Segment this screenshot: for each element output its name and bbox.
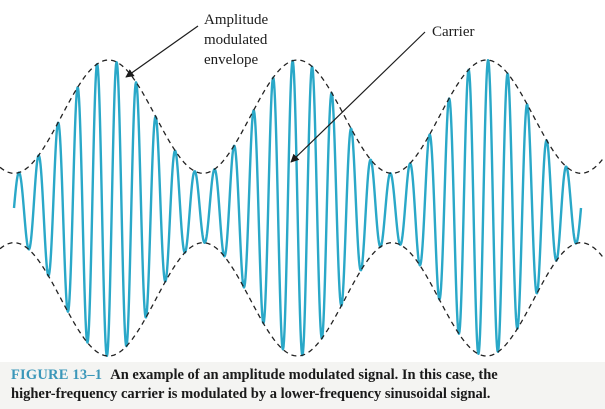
carrier-pointer-arrow <box>290 31 426 163</box>
envelope-upper-curve <box>0 59 605 174</box>
figure-caption: FIGURE 13–1 An example of an amplitude mo… <box>11 366 601 404</box>
carrier-label: Carrier <box>432 24 474 40</box>
envelope-pointer-arrow <box>125 25 199 78</box>
carrier-wave <box>12 59 583 357</box>
figure-area: Amplitude modulated envelope Carrier <box>0 0 605 362</box>
envelope-label-line3: envelope <box>204 52 258 68</box>
envelope-label-line2: modulated <box>204 32 268 48</box>
envelope-label-line1: Amplitude <box>204 12 269 28</box>
carrier-wave-group <box>12 59 583 357</box>
annotations: Amplitude modulated envelope Carrier <box>125 12 474 163</box>
caption-text-line2: higher-frequency carrier is modulated by… <box>11 386 491 402</box>
envelope-group <box>0 59 605 357</box>
am-signal-diagram: Amplitude modulated envelope Carrier <box>0 12 605 357</box>
envelope-lower-curve <box>0 242 605 357</box>
figure-number: FIGURE 13–1 <box>11 367 103 383</box>
caption-text-line1: An example of an amplitude modulated sig… <box>110 367 498 383</box>
